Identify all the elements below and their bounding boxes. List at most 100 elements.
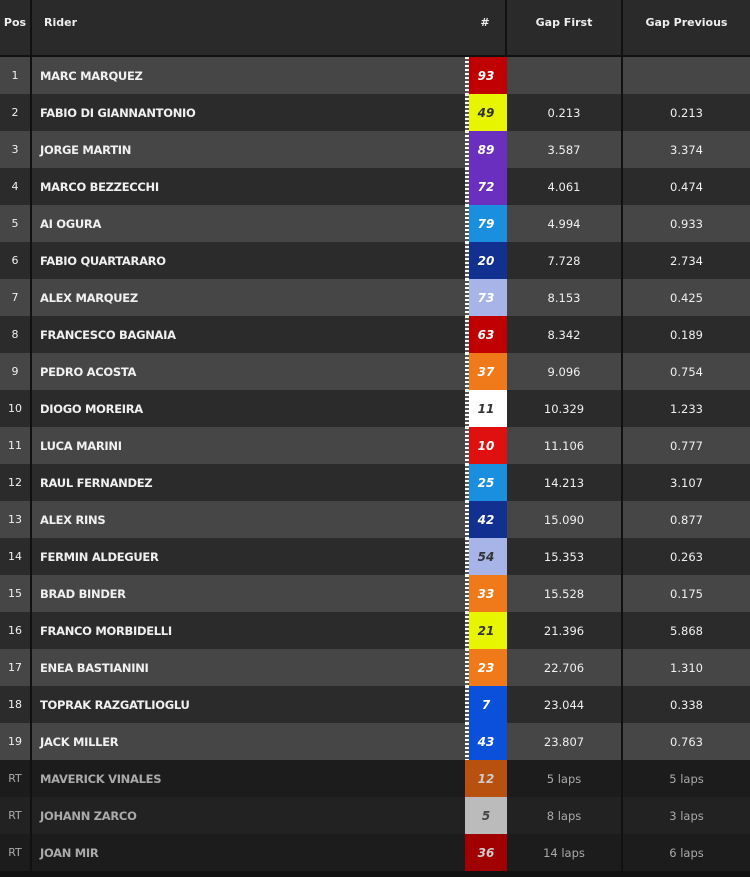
header-pos: Pos bbox=[0, 0, 32, 55]
table-row[interactable]: 13 ALEX RINS 42 15.090 0.877 bbox=[0, 501, 750, 538]
rider-number: 7 bbox=[481, 697, 491, 712]
rider-name: RAUL FERNANDEZ bbox=[40, 475, 153, 490]
rider-number: 79 bbox=[477, 216, 495, 231]
rider-number: 93 bbox=[477, 68, 495, 83]
position: RT bbox=[0, 834, 32, 871]
position: 19 bbox=[0, 723, 32, 760]
checkered-flag-icon bbox=[465, 57, 469, 94]
rider-number-badge: 42 bbox=[465, 501, 507, 538]
rider-number: 63 bbox=[477, 327, 495, 342]
table-row[interactable]: RT JOHANN ZARCO 5 8 laps 3 laps bbox=[0, 797, 750, 834]
position: 5 bbox=[0, 205, 32, 242]
gap-previous: 3.374 bbox=[670, 142, 703, 157]
table-row[interactable]: RT MAVERICK VINALES 12 5 laps 5 laps bbox=[0, 760, 750, 797]
position: 7 bbox=[0, 279, 32, 316]
gap-first: 15.528 bbox=[507, 575, 623, 612]
checkered-flag-icon bbox=[465, 353, 469, 390]
table-row[interactable]: 5 AI OGURA 79 4.994 0.933 bbox=[0, 205, 750, 242]
gap-first: 4.061 bbox=[507, 168, 623, 205]
rider-number: 72 bbox=[477, 179, 495, 194]
checkered-flag-icon bbox=[465, 131, 469, 168]
rider-number-badge: 33 bbox=[465, 575, 507, 612]
gap-first: 0.213 bbox=[507, 94, 623, 131]
table-row[interactable]: 3 JORGE MARTIN 89 3.587 3.374 bbox=[0, 131, 750, 168]
table-row[interactable]: 18 TOPRAK RAZGATLIOGLU 7 23.044 0.338 bbox=[0, 686, 750, 723]
table-body: 1 MARC MARQUEZ 93 2 FABIO DI GIANNANTONI… bbox=[0, 57, 750, 871]
gap-previous: 1.233 bbox=[670, 401, 703, 416]
table-row[interactable]: RT JOAN MIR 36 14 laps 6 laps bbox=[0, 834, 750, 871]
rider-name: FRANCESCO BAGNAIA bbox=[40, 327, 176, 342]
header-gap-first: Gap First bbox=[507, 0, 623, 55]
rider-number-badge: 21 bbox=[465, 612, 507, 649]
gap-first: 15.090 bbox=[507, 501, 623, 538]
table-row[interactable]: 7 ALEX MARQUEZ 73 8.153 0.425 bbox=[0, 279, 750, 316]
rider-number-badge: 54 bbox=[465, 538, 507, 575]
gap-previous: 0.777 bbox=[670, 438, 703, 453]
position: 1 bbox=[0, 57, 32, 94]
rider-number-badge: 72 bbox=[465, 168, 507, 205]
table-row[interactable]: 16 FRANCO MORBIDELLI 21 21.396 5.868 bbox=[0, 612, 750, 649]
checkered-flag-icon bbox=[465, 575, 469, 612]
table-row[interactable]: 10 DIOGO MOREIRA 11 10.329 1.233 bbox=[0, 390, 750, 427]
rider-name: FERMIN ALDEGUER bbox=[40, 549, 159, 564]
table-row[interactable]: 9 PEDRO ACOSTA 37 9.096 0.754 bbox=[0, 353, 750, 390]
position: 15 bbox=[0, 575, 32, 612]
rider-number: 36 bbox=[477, 845, 495, 860]
table-row[interactable]: 2 FABIO DI GIANNANTONIO 49 0.213 0.213 bbox=[0, 94, 750, 131]
rider-name: BRAD BINDER bbox=[40, 586, 126, 601]
checkered-flag-icon bbox=[465, 242, 469, 279]
position: 4 bbox=[0, 168, 32, 205]
table-row[interactable]: 1 MARC MARQUEZ 93 bbox=[0, 57, 750, 94]
rider-number: 89 bbox=[477, 142, 495, 157]
gap-previous: 0.189 bbox=[670, 327, 703, 342]
rider-name: JACK MILLER bbox=[40, 734, 119, 749]
table-row[interactable]: 17 ENEA BASTIANINI 23 22.706 1.310 bbox=[0, 649, 750, 686]
table-row[interactable]: 19 JACK MILLER 43 23.807 0.763 bbox=[0, 723, 750, 760]
gap-previous: 5 laps bbox=[669, 771, 704, 786]
table-row[interactable]: 12 RAUL FERNANDEZ 25 14.213 3.107 bbox=[0, 464, 750, 501]
rider-number-badge: 73 bbox=[465, 279, 507, 316]
gap-first: 8.153 bbox=[507, 279, 623, 316]
position: 9 bbox=[0, 353, 32, 390]
checkered-flag-icon bbox=[465, 612, 469, 649]
table-row[interactable]: 15 BRAD BINDER 33 15.528 0.175 bbox=[0, 575, 750, 612]
position: 13 bbox=[0, 501, 32, 538]
position: 14 bbox=[0, 538, 32, 575]
gap-previous: 1.310 bbox=[670, 660, 703, 675]
table-row[interactable]: 11 LUCA MARINI 10 11.106 0.777 bbox=[0, 427, 750, 464]
rider-number-badge: 63 bbox=[465, 316, 507, 353]
rider-name: AI OGURA bbox=[40, 216, 102, 231]
rider-number: 11 bbox=[477, 401, 495, 416]
rider-name: JORGE MARTIN bbox=[40, 142, 132, 157]
rider-number-badge: 5 bbox=[465, 797, 507, 834]
rider-number-badge: 37 bbox=[465, 353, 507, 390]
gap-first: 8 laps bbox=[507, 797, 623, 834]
position: 2 bbox=[0, 94, 32, 131]
position: 10 bbox=[0, 390, 32, 427]
checkered-flag-icon bbox=[465, 279, 469, 316]
table-row[interactable]: 6 FABIO QUARTARARO 20 7.728 2.734 bbox=[0, 242, 750, 279]
rider-name: TOPRAK RAZGATLIOGLU bbox=[40, 697, 190, 712]
checkered-flag-icon bbox=[465, 686, 469, 723]
gap-first: 14.213 bbox=[507, 464, 623, 501]
gap-first: 10.329 bbox=[507, 390, 623, 427]
gap-previous: 0.474 bbox=[670, 179, 703, 194]
table-row[interactable]: 4 MARCO BEZZECCHI 72 4.061 0.474 bbox=[0, 168, 750, 205]
header-gap-previous: Gap Previous bbox=[645, 16, 728, 29]
rider-number-badge: 43 bbox=[465, 723, 507, 760]
rider-name: ENEA BASTIANINI bbox=[40, 660, 149, 675]
header-rider: Rider bbox=[44, 16, 77, 29]
gap-previous: 0.263 bbox=[670, 549, 703, 564]
checkered-flag-icon bbox=[465, 538, 469, 575]
gap-previous: 0.175 bbox=[670, 586, 703, 601]
rider-number: 37 bbox=[477, 364, 495, 379]
gap-previous: 3.107 bbox=[670, 475, 703, 490]
gap-first: 5 laps bbox=[507, 760, 623, 797]
table-row[interactable]: 8 FRANCESCO BAGNAIA 63 8.342 0.189 bbox=[0, 316, 750, 353]
header-number: # bbox=[465, 0, 507, 55]
rider-number: 21 bbox=[477, 623, 495, 638]
table-row[interactable]: 14 FERMIN ALDEGUER 54 15.353 0.263 bbox=[0, 538, 750, 575]
rider-number: 73 bbox=[477, 290, 495, 305]
position: RT bbox=[0, 760, 32, 797]
